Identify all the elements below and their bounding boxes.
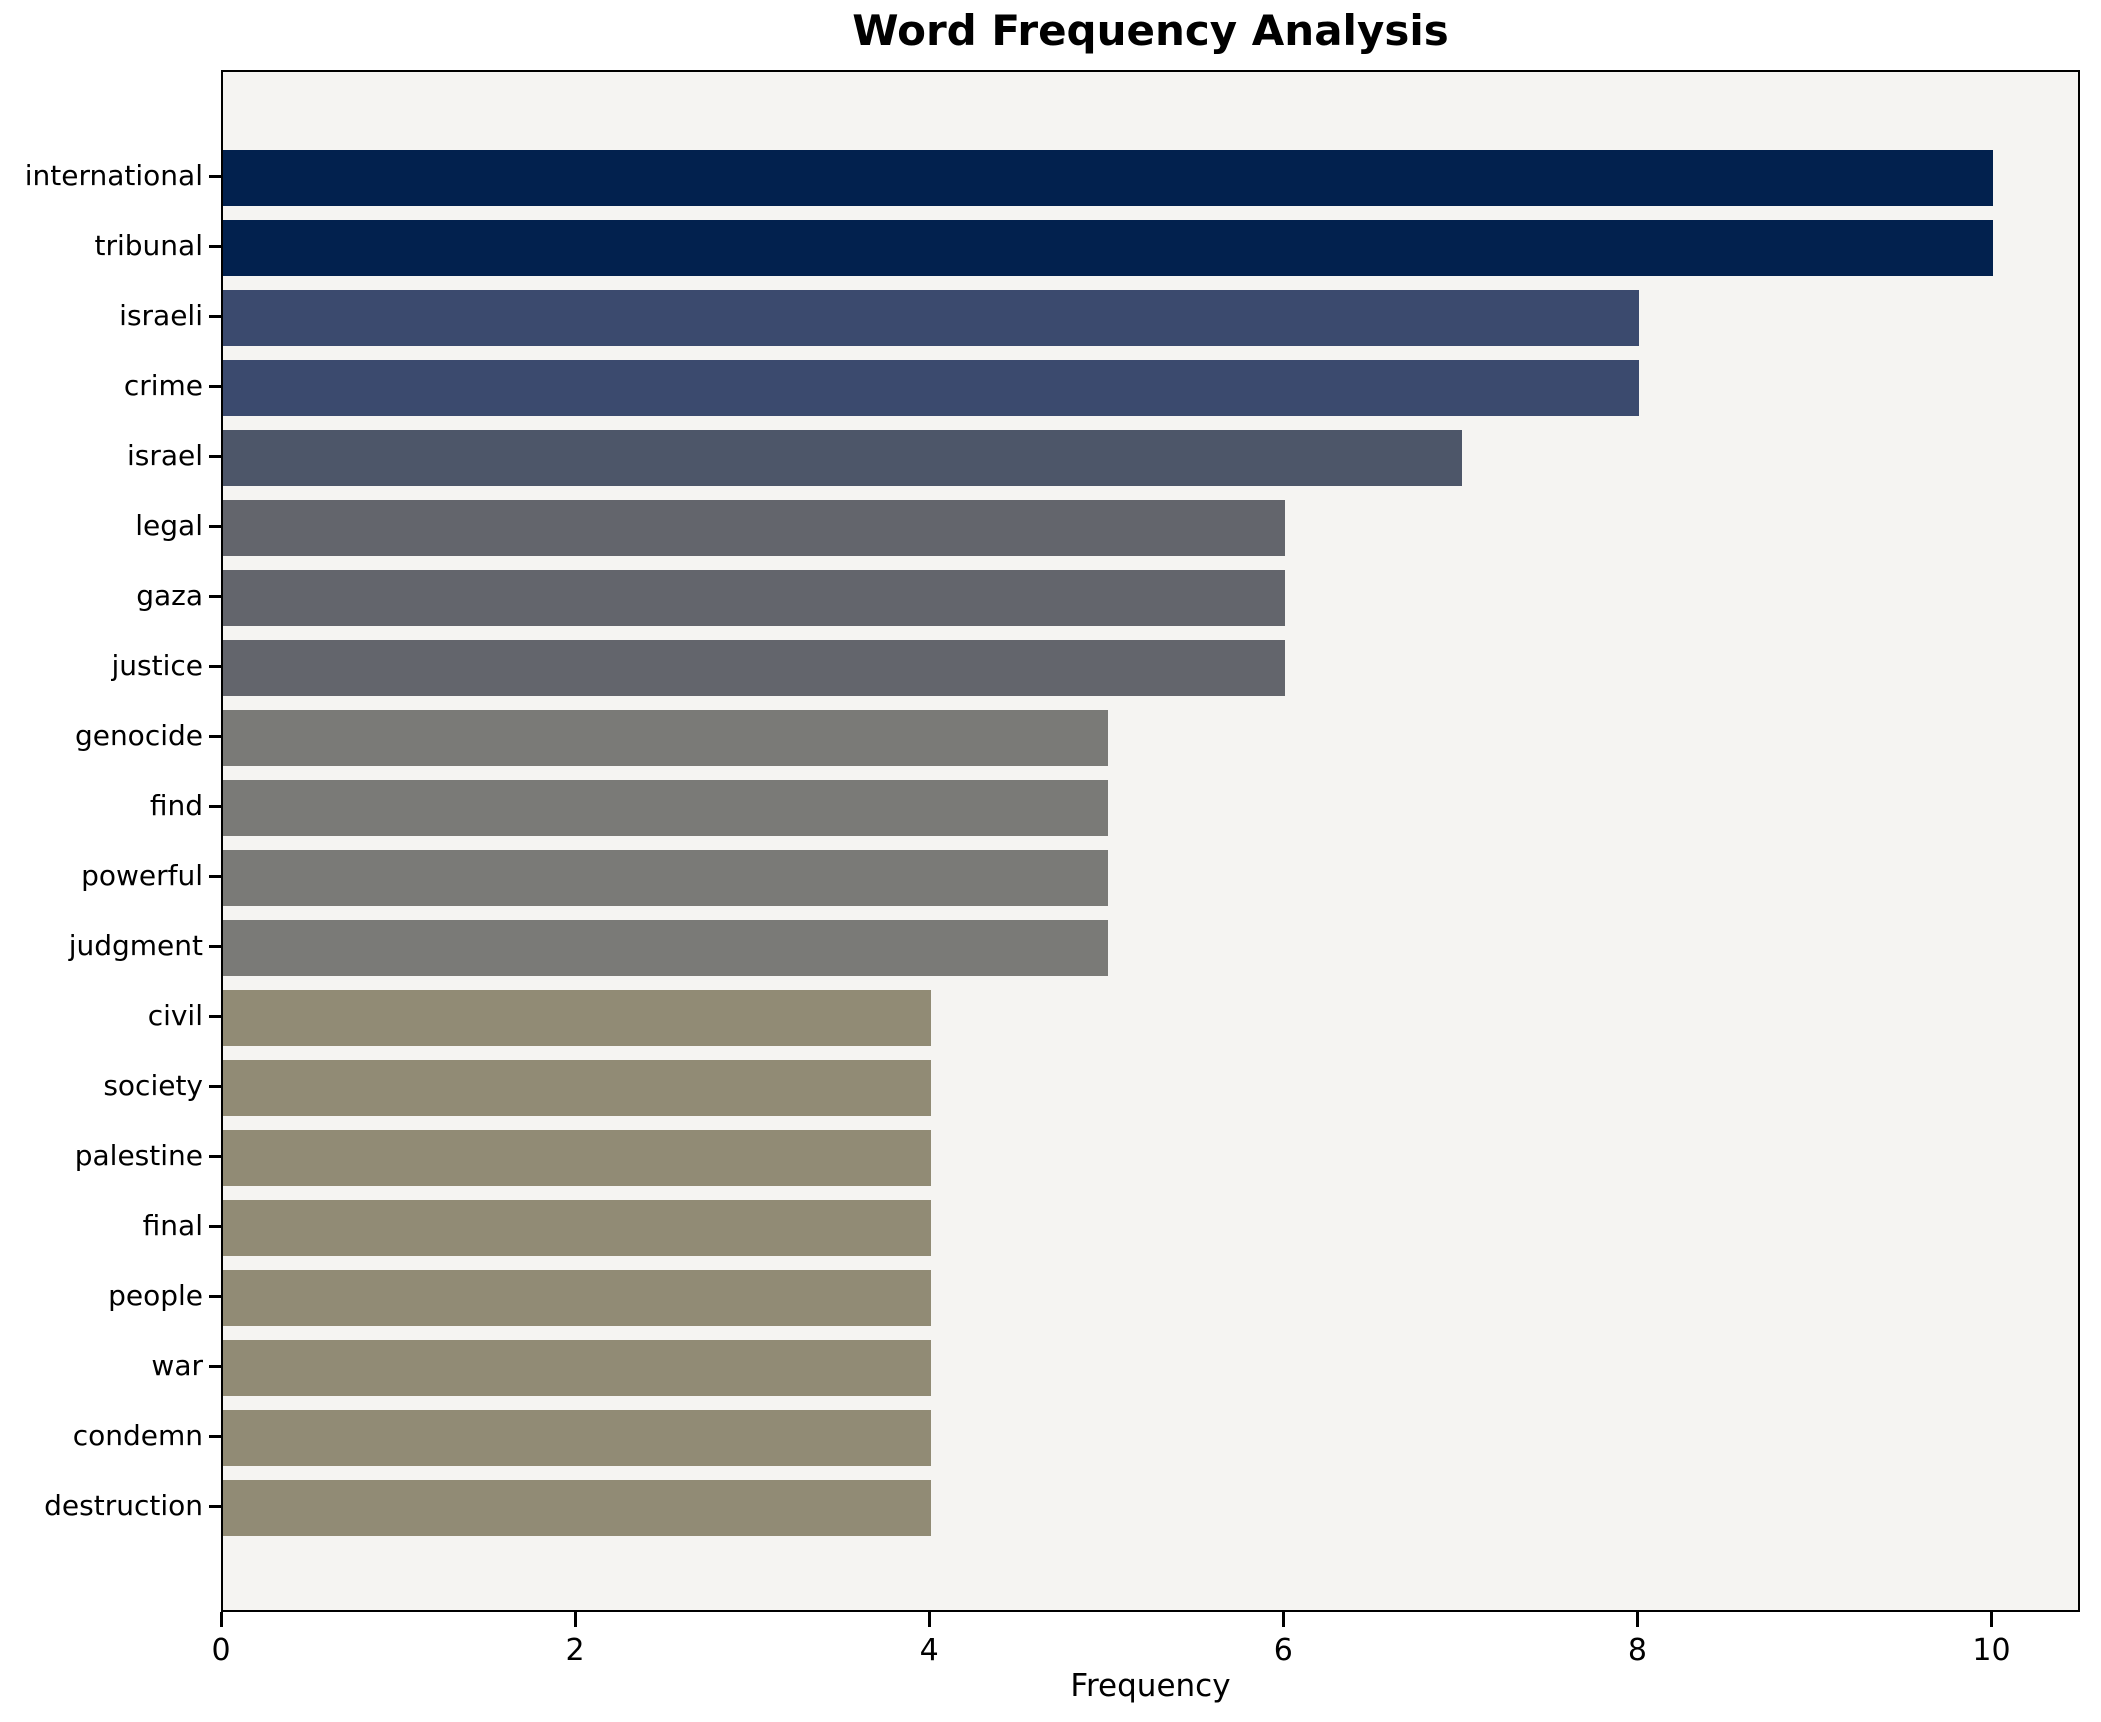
y-tick-label-legal: legal [135,509,203,542]
bar-find [223,780,1108,836]
bar-people [223,1270,931,1326]
y-tick-label-international: international [24,159,203,192]
y-tick-mark [209,735,221,738]
y-tick-label-gaza: gaza [136,579,203,612]
y-tick-mark [209,315,221,318]
bar-row [223,703,2078,773]
x-tick-mark [1282,1612,1286,1627]
y-tick-label-civil: civil [147,999,203,1032]
x-tick-label-8: 8 [1627,1633,1647,1668]
x-tick-label-10: 10 [1972,1633,2011,1668]
bar-society [223,1060,931,1116]
bar-row [223,1473,2078,1543]
bar-row [223,493,2078,563]
y-tick-label-society: society [103,1069,203,1102]
y-tick-label-war: war [151,1349,203,1382]
y-tick-mark [209,1505,221,1508]
x-tick-mark [220,1612,223,1627]
bar-row [223,1333,2078,1403]
bar-row [223,1403,2078,1473]
x-tick-mark [1990,1612,1994,1627]
bar-row [223,773,2078,843]
bar-row [223,633,2078,703]
bar-genocide [223,710,1108,766]
y-tick-label-people: people [108,1279,203,1312]
bar-war [223,1340,931,1396]
y-tick-mark [209,245,221,248]
y-tick-label-israel: israel [126,439,203,472]
plot-area [221,70,2080,1612]
bar-row [223,563,2078,633]
bar-condemn [223,1410,931,1466]
bar-final [223,1200,931,1256]
bar-gaza [223,570,1285,626]
bar-row [223,843,2078,913]
y-tick-label-justice: justice [111,649,204,682]
y-tick-mark [209,175,221,178]
y-tick-label-judgment: judgment [68,929,203,962]
bar-justice [223,640,1285,696]
y-tick-mark [209,1155,221,1158]
x-tick-label-2: 2 [565,1633,585,1668]
chart-title: Word Frequency Analysis [852,6,1449,55]
bar-crime [223,360,1639,416]
y-tick-mark [209,595,221,598]
y-tick-mark [209,1435,221,1438]
x-tick-label-0: 0 [211,1633,231,1668]
bar-row [223,143,2078,213]
y-tick-label-condemn: condemn [72,1419,203,1452]
x-tick-mark [574,1612,578,1627]
y-tick-mark [209,665,221,668]
bars-layer [223,72,2078,1610]
y-tick-mark [209,945,221,948]
y-tick-mark [209,1015,221,1018]
x-axis-title: Frequency [1070,1668,1231,1704]
x-tick-label-6: 6 [1273,1633,1293,1668]
bar-row [223,1263,2078,1333]
y-tick-label-crime: crime [123,369,203,402]
bar-row [223,423,2078,493]
bar-civil [223,990,931,1046]
bar-israel [223,430,1462,486]
bar-row [223,283,2078,353]
y-tick-mark [209,1085,221,1088]
bar-powerful [223,850,1108,906]
bar-destruction [223,1480,931,1536]
y-tick-label-final: final [142,1209,203,1242]
y-tick-label-tribunal: tribunal [94,229,203,262]
y-tick-mark [209,1365,221,1368]
bar-israeli [223,290,1639,346]
x-tick-mark [928,1612,932,1627]
bar-row [223,983,2078,1053]
y-tick-mark [209,1295,221,1298]
y-tick-mark [209,1225,221,1228]
x-tick-label-4: 4 [919,1633,939,1668]
bar-row [223,913,2078,983]
y-tick-label-destruction: destruction [44,1489,203,1522]
bar-row [223,1193,2078,1263]
y-tick-label-genocide: genocide [74,719,203,752]
y-tick-label-israeli: israeli [119,299,203,332]
bar-legal [223,500,1285,556]
y-tick-mark [209,525,221,528]
y-tick-label-find: find [149,789,203,822]
bar-judgment [223,920,1108,976]
y-tick-label-palestine: palestine [74,1139,203,1172]
bar-row [223,213,2078,283]
y-tick-mark [209,455,221,458]
y-tick-mark [209,385,221,388]
bar-row [223,1123,2078,1193]
bar-tribunal [223,220,1993,276]
y-tick-mark [209,875,221,878]
bar-international [223,150,1993,206]
y-tick-mark [209,805,221,808]
y-tick-label-powerful: powerful [81,859,203,892]
bar-row [223,1053,2078,1123]
bar-palestine [223,1130,931,1186]
bar-row [223,353,2078,423]
x-tick-mark [1636,1612,1640,1627]
